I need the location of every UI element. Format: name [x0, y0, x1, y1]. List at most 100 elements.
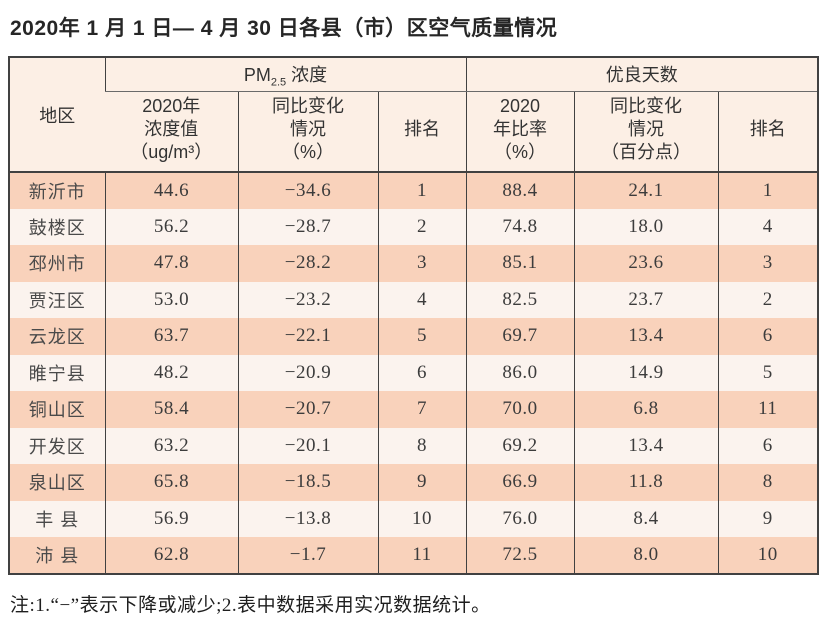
header-group-row: 地区 PM2.5 浓度 优良天数	[9, 57, 819, 173]
region-cell: 泉山区	[28, 473, 86, 494]
pm-change-cell: −20.9	[237, 354, 378, 391]
region-cell: 开发区	[28, 436, 86, 457]
pm-rank-cell: 3	[377, 245, 467, 282]
good-rate-cell: 76.0	[465, 500, 575, 537]
region-cell: 新沂市	[28, 181, 86, 202]
good-rate-cell: 69.2	[465, 427, 575, 464]
good-rank-cell: 5	[717, 354, 819, 391]
good-rank-column-header: 排名	[717, 91, 819, 173]
good-rate-cell: 74.8	[465, 208, 575, 245]
pm-value-cell: 65.8	[104, 464, 238, 501]
pm-change-cell: −20.7	[237, 391, 378, 428]
table-body: 新沂市 44.6 −34.6 1 88.4 24.1 1 鼓楼区 56.2 −2…	[9, 172, 819, 574]
pm-rank-cell: 10	[377, 500, 467, 537]
pm-change-cell: −23.2	[237, 281, 378, 318]
pm-change-cell: −20.1	[237, 427, 378, 464]
good-days-group-header: 优良天数	[465, 57, 819, 92]
pm-value-cell: 56.2	[104, 208, 238, 245]
pm-change-cell: −13.8	[237, 500, 378, 537]
good-change-cell: 6.8	[573, 391, 719, 428]
good-rank-cell: 6	[717, 427, 819, 464]
pm-change-cell: −34.6	[237, 172, 378, 209]
good-rank-cell: 9	[717, 500, 819, 537]
pm-change-cell: −1.7	[237, 537, 378, 574]
pm-value-cell: 53.0	[104, 281, 238, 318]
air-quality-table: 地区 PM2.5 浓度 优良天数 2020年 浓度值 （ug/m³） 同比变化 …	[8, 56, 820, 575]
good-rate-cell: 69.7	[465, 318, 575, 355]
pm-value-cell: 56.9	[104, 500, 238, 537]
table-row: 丰 县 56.9 −13.8 10 76.0 8.4 9	[9, 500, 819, 537]
pm-rank-cell: 7	[377, 391, 467, 428]
region-cell: 铜山区	[28, 400, 86, 421]
page-title: 2020年 1 月 1 日— 4 月 30 日各县（市）区空气质量情况	[10, 17, 558, 40]
table-row: 睢宁县 48.2 −20.9 6 86.0 14.9 5	[9, 354, 819, 391]
good-change-cell: 18.0	[573, 208, 719, 245]
table-row: 开发区 63.2 −20.1 8 69.2 13.4 6	[9, 427, 819, 464]
footnote: 注:1.“−”表示下降或减少;2.表中数据采用实况数据统计。	[10, 594, 491, 616]
good-rate-cell: 88.4	[465, 172, 575, 209]
region-cell: 丰 县	[35, 509, 80, 530]
pm-value-cell: 58.4	[104, 391, 238, 428]
good-rate-column-header: 2020 年比率 （%）	[465, 91, 575, 173]
pm-value-cell: 44.6	[104, 172, 238, 209]
table-row: 泉山区 65.8 −18.5 9 66.9 11.8 8	[9, 464, 819, 501]
region-cell: 鼓楼区	[28, 217, 86, 238]
table-row: 邳州市 47.8 −28.2 3 85.1 23.6 3	[9, 245, 819, 282]
pm25-group-header: PM2.5 浓度	[104, 57, 467, 92]
table-row: 贾汪区 53.0 −23.2 4 82.5 23.7 2	[9, 281, 819, 318]
good-change-cell: 14.9	[573, 354, 719, 391]
good-change-cell: 13.4	[573, 427, 719, 464]
region-cell: 贾汪区	[28, 290, 86, 311]
region-cell: 邳州市	[28, 254, 86, 275]
table-row: 铜山区 58.4 −20.7 7 70.0 6.8 11	[9, 391, 819, 428]
good-rate-cell: 86.0	[465, 354, 575, 391]
good-rank-cell: 10	[717, 537, 819, 574]
table-row: 新沂市 44.6 −34.6 1 88.4 24.1 1	[9, 172, 819, 209]
pm-rank-cell: 6	[377, 354, 467, 391]
good-rate-cell: 70.0	[465, 391, 575, 428]
pm-change-cell: −28.2	[237, 245, 378, 282]
pm-rank-cell: 4	[377, 281, 467, 318]
good-rank-cell: 6	[717, 318, 819, 355]
pm25-label-suffix: 浓度	[286, 65, 328, 86]
region-cell: 云龙区	[28, 327, 86, 348]
good-change-cell: 8.0	[573, 537, 719, 574]
pm-value-cell: 48.2	[104, 354, 238, 391]
pm-rank-cell: 1	[377, 172, 467, 209]
pm-rank-cell: 2	[377, 208, 467, 245]
good-change-cell: 23.6	[573, 245, 719, 282]
pm-value-column-header: 2020年 浓度值 （ug/m³）	[105, 91, 238, 173]
good-change-cell: 24.1	[573, 172, 719, 209]
pm25-label-subscript: 2.5	[270, 76, 287, 89]
good-change-cell: 11.8	[573, 464, 719, 501]
pm-rank-column-header: 排名	[377, 91, 467, 173]
header-sub-row: 2020年 浓度值 （ug/m³） 同比变化 情况 （%） 排名 2020 年比…	[9, 91, 819, 173]
pm-change-column-header: 同比变化 情况 （%）	[237, 91, 378, 173]
good-change-column-header: 同比变化 情况 （百分点）	[573, 91, 719, 173]
pm-change-cell: −28.7	[237, 208, 378, 245]
good-rank-cell: 2	[717, 281, 819, 318]
pm-value-cell: 63.7	[104, 318, 238, 355]
good-rate-cell: 72.5	[465, 537, 575, 574]
pm-change-cell: −22.1	[237, 318, 378, 355]
good-change-cell: 8.4	[573, 500, 719, 537]
good-rank-cell: 11	[717, 391, 819, 428]
good-rank-cell: 1	[717, 172, 819, 209]
region-column-header: 地区	[9, 57, 105, 173]
region-cell: 睢宁县	[28, 363, 86, 384]
pm-value-cell: 62.8	[104, 537, 238, 574]
good-rank-cell: 4	[717, 208, 819, 245]
pm-change-cell: −18.5	[237, 464, 378, 501]
pm25-label-prefix: PM	[243, 65, 271, 86]
table-header: 地区 PM2.5 浓度 优良天数 2020年 浓度值 （ug/m³） 同比变化 …	[9, 57, 819, 173]
pm-rank-cell: 5	[377, 318, 467, 355]
table-row: 沛 县 62.8 −1.7 11 72.5 8.0 10	[9, 537, 819, 574]
good-change-cell: 13.4	[573, 318, 719, 355]
good-change-cell: 23.7	[573, 281, 719, 318]
good-rate-cell: 66.9	[465, 464, 575, 501]
table-row: 云龙区 63.7 −22.1 5 69.7 13.4 6	[9, 318, 819, 355]
region-cell: 沛 县	[35, 545, 80, 566]
pm-rank-cell: 9	[377, 464, 467, 501]
pm-rank-cell: 11	[377, 537, 467, 574]
pm-rank-cell: 8	[377, 427, 467, 464]
